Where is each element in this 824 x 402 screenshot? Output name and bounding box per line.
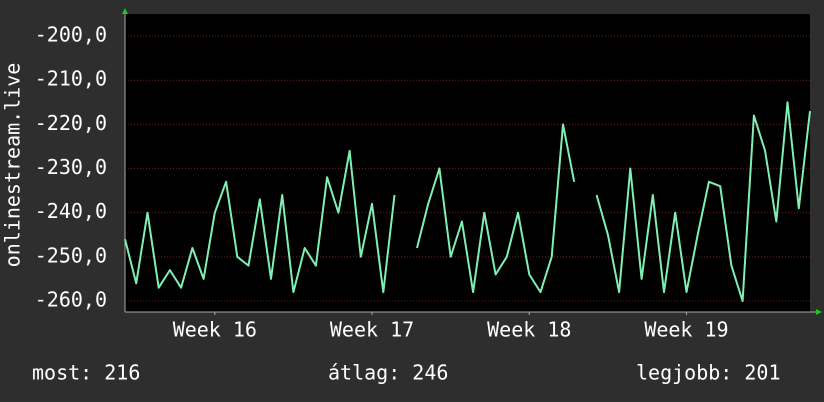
stat-best: legjobb: 201 <box>636 361 781 385</box>
data-line <box>124 101 811 302</box>
stat-average: átlag: 246 <box>328 361 448 385</box>
x-tick-label: Week 17 <box>330 318 414 342</box>
y-tick-label: -260,0 <box>35 287 107 311</box>
plot-area <box>125 14 810 312</box>
y-axis-label: onlinestream.live <box>1 63 25 268</box>
y-tick-label: -250,0 <box>35 243 107 267</box>
x-arrow <box>816 309 822 315</box>
y-tick-label: -240,0 <box>35 199 107 223</box>
y-tick-label: -220,0 <box>35 111 107 135</box>
stat-current: most: 216 <box>32 361 140 385</box>
y-tick-label: -200,0 <box>35 23 107 47</box>
y-arrow <box>122 8 128 14</box>
y-tick-label: -210,0 <box>35 67 107 91</box>
y-tick-label: -230,0 <box>35 155 107 179</box>
x-tick-label: Week 16 <box>173 318 257 342</box>
x-tick-label: Week 18 <box>487 318 571 342</box>
x-tick-label: Week 19 <box>644 318 728 342</box>
